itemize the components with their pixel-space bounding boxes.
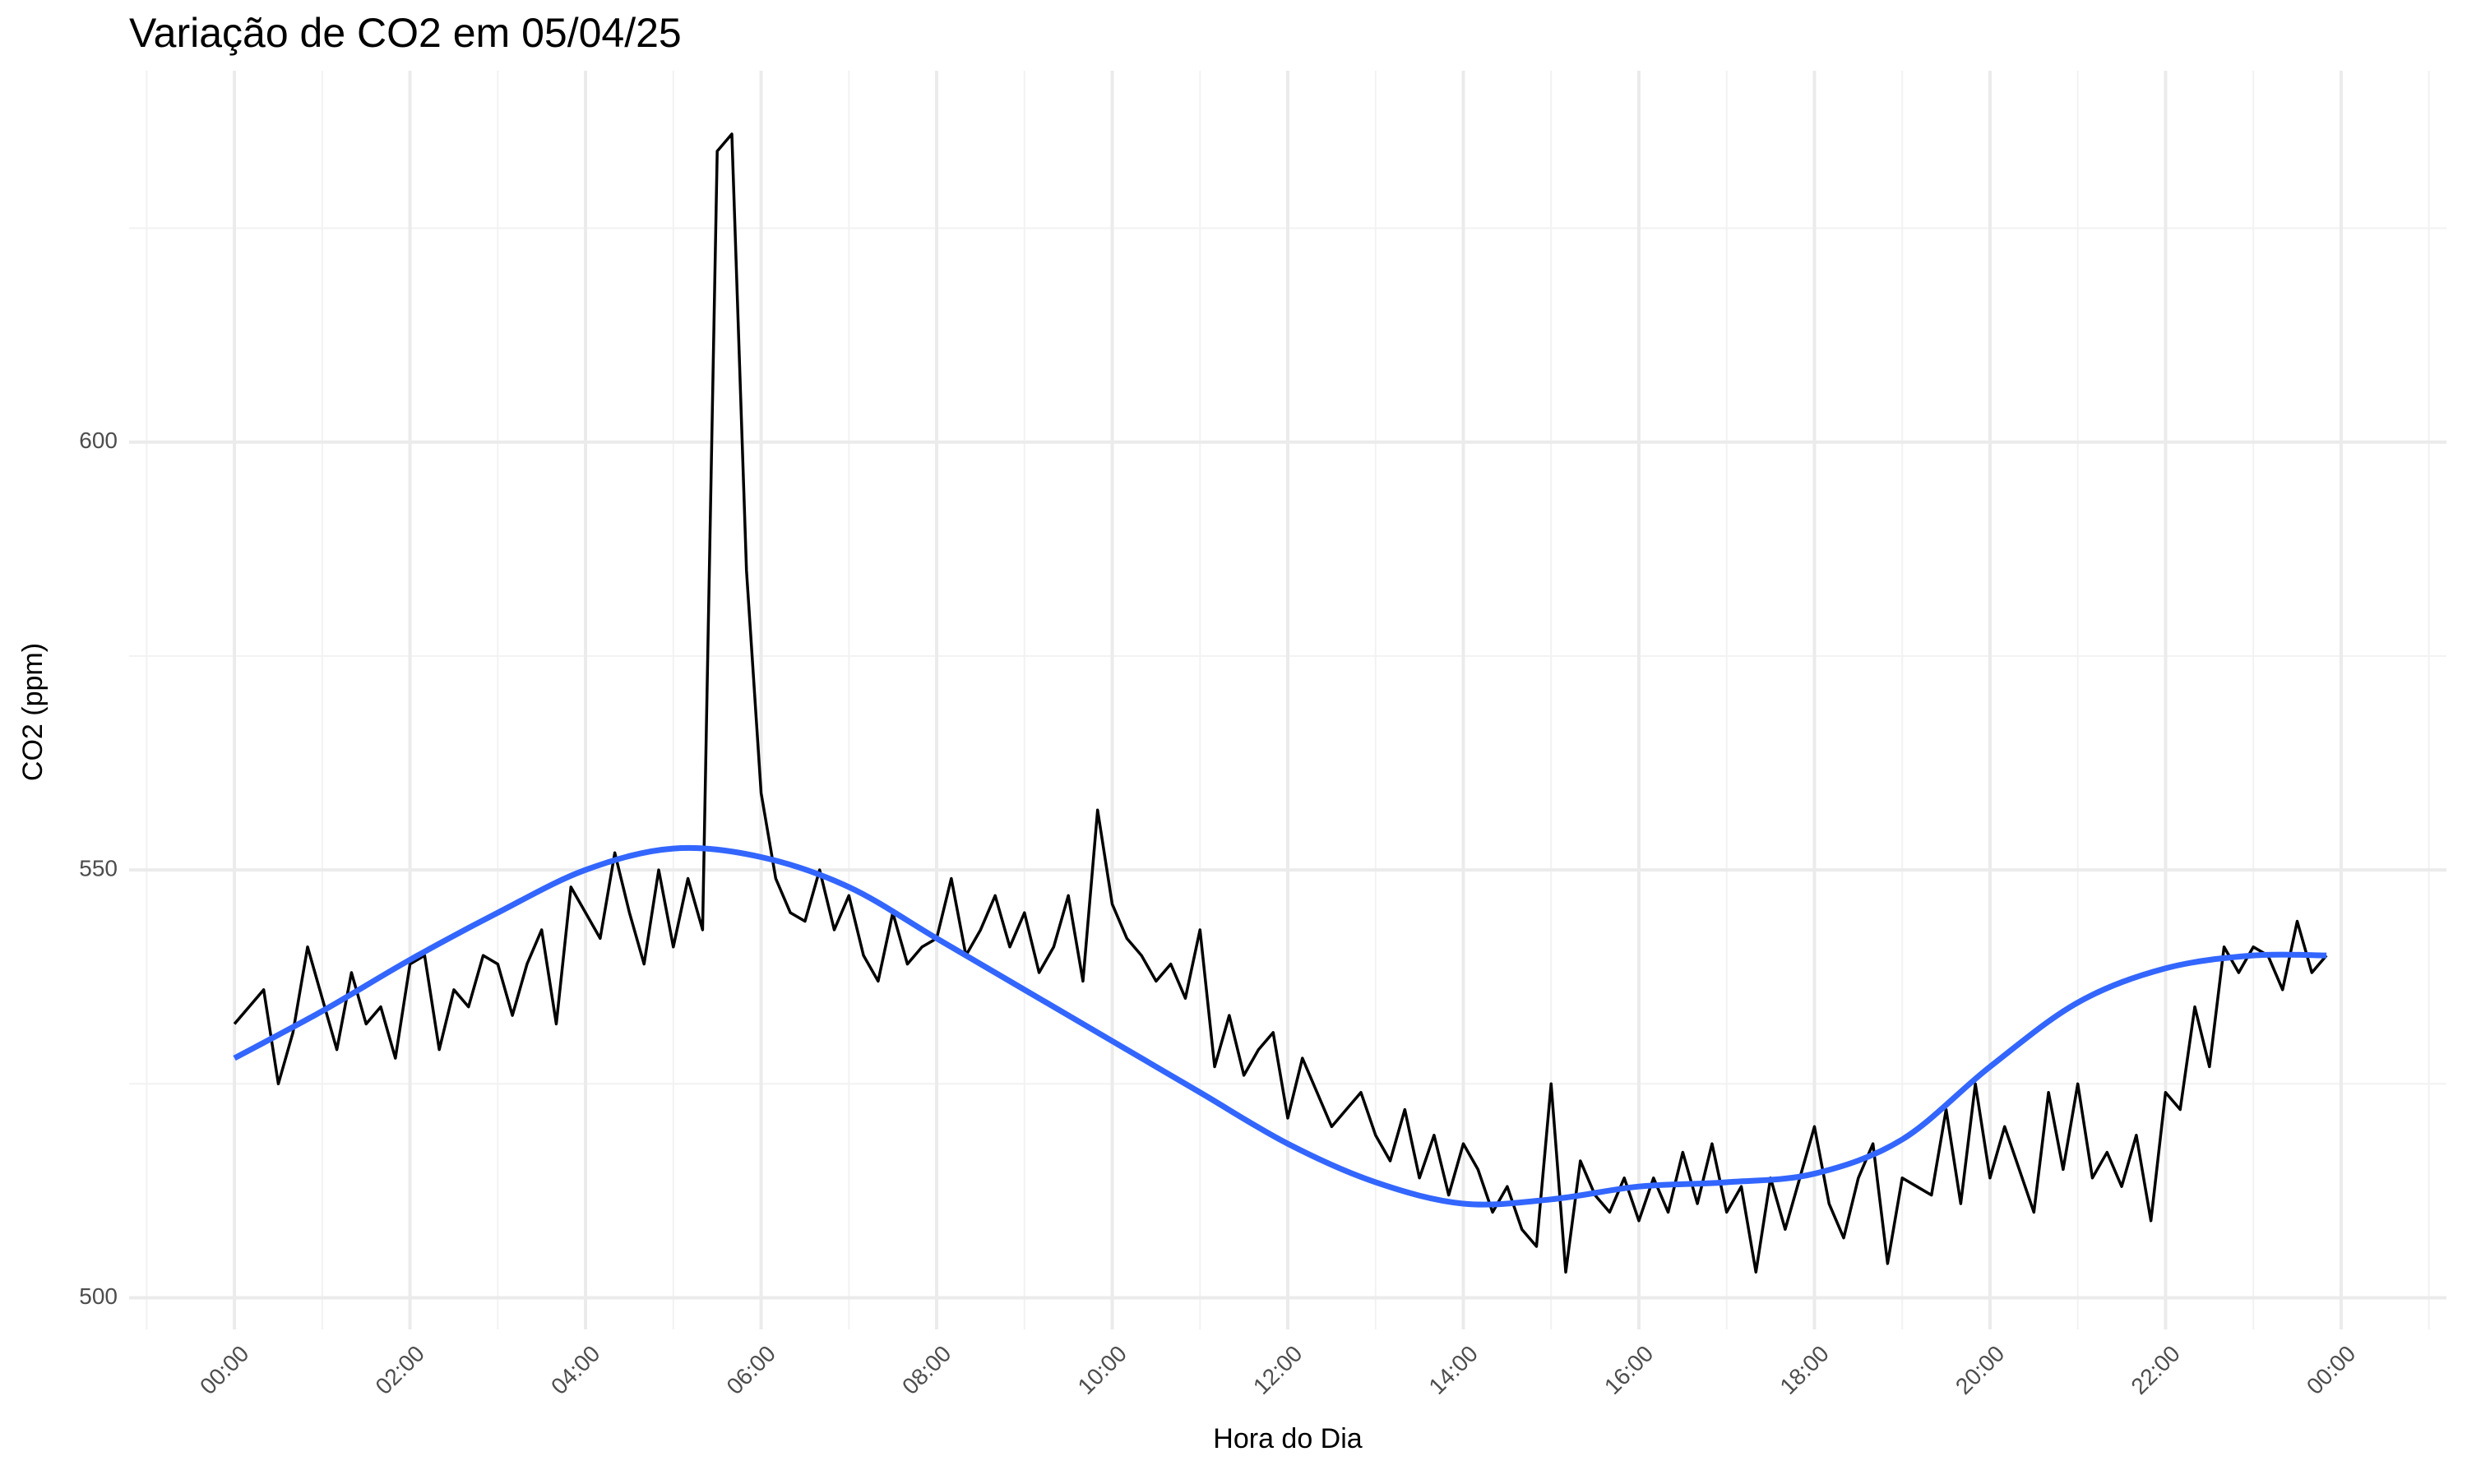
smooth-line (233, 844, 2327, 1208)
data-line (233, 132, 2328, 1274)
y-axis-title: CO2 (ppm) (17, 643, 49, 781)
x-axis-title: Hora do Dia (1213, 1423, 1363, 1454)
y-tick-label: 600 (79, 428, 118, 453)
y-tick-label: 550 (79, 855, 118, 881)
y-tick-label: 500 (79, 1283, 118, 1309)
chart-title: Variação de CO2 em 05/04/25 (129, 10, 682, 56)
